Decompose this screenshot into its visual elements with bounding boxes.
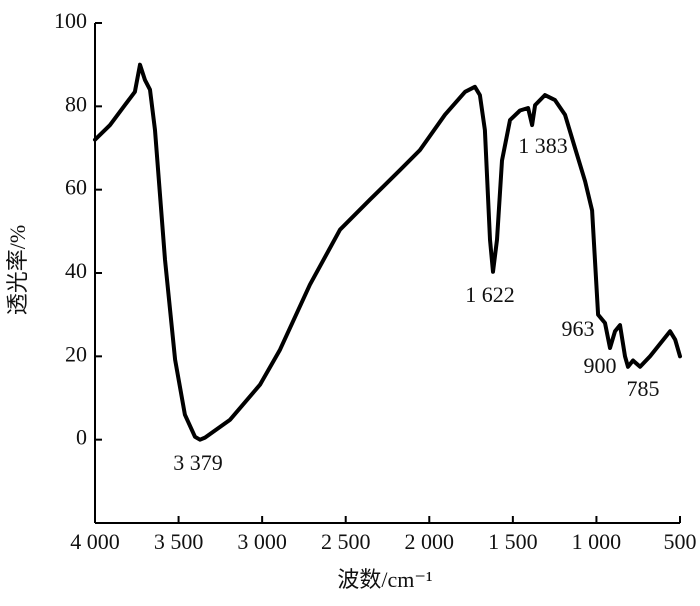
peak-annotation: 1 383 [518, 133, 568, 158]
y-tick-label: 40 [65, 258, 87, 283]
y-tick-label: 0 [76, 425, 87, 450]
y-tick-label: 100 [54, 8, 87, 33]
x-tick-label: 1 500 [488, 529, 538, 554]
y-tick-label: 20 [65, 341, 87, 366]
y-tick-label: 80 [65, 91, 87, 116]
x-tick-label: 1 000 [572, 529, 622, 554]
peak-annotation: 3 379 [173, 450, 223, 475]
y-tick-label: 60 [65, 175, 87, 200]
y-axis-label: 透光率/% [5, 225, 30, 315]
peak-annotation: 963 [562, 316, 595, 341]
x-tick-label: 2 000 [405, 529, 455, 554]
peak-annotation: 1 622 [465, 282, 515, 307]
peak-annotation: 900 [584, 353, 617, 378]
x-tick-label: 2 500 [321, 529, 371, 554]
x-tick-label: 3 500 [154, 529, 204, 554]
x-axis-label: 波数/cm⁻¹ [337, 567, 432, 592]
x-tick-label: 4 000 [70, 529, 120, 554]
peak-annotation: 785 [627, 376, 660, 401]
x-tick-label: 3 000 [237, 529, 287, 554]
spectrum-line [93, 62, 682, 442]
x-tick-label: 500 [664, 529, 697, 554]
